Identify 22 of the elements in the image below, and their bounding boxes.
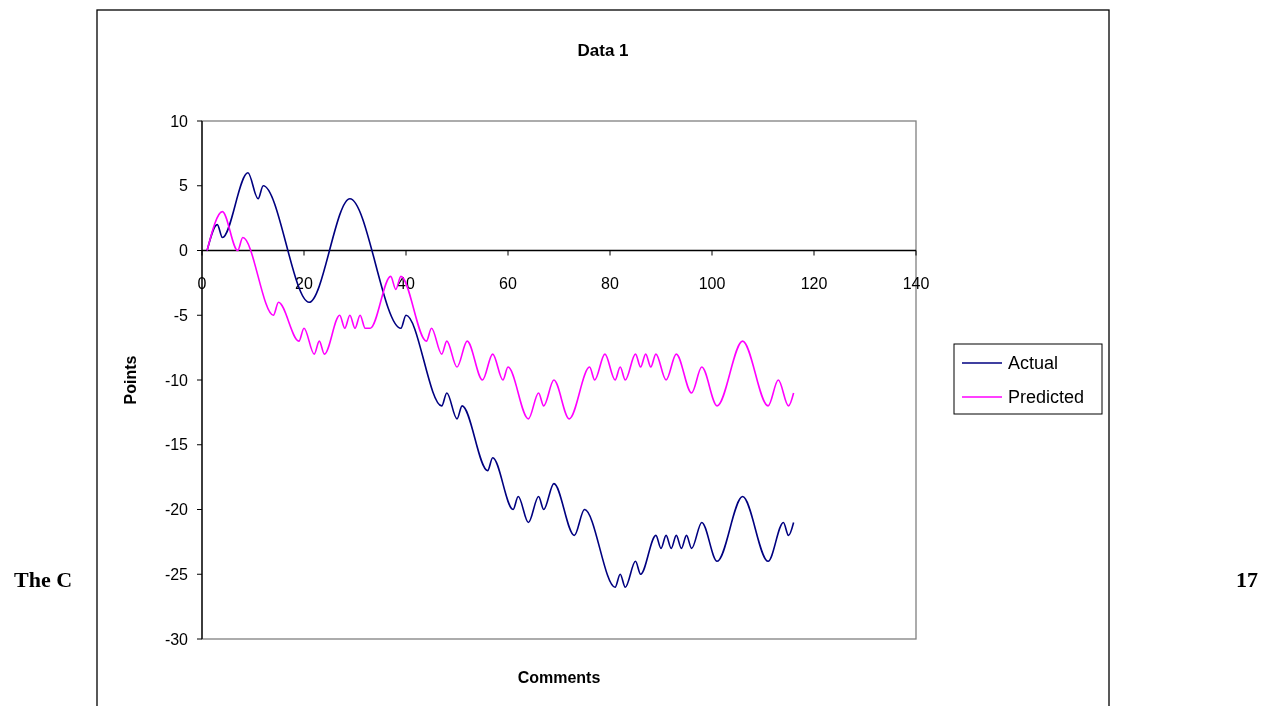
y-tick-label: -5 [173,306,189,324]
y-axis-title: Points [122,355,139,405]
text: The C [14,567,73,592]
chart-title: Data 1 [577,41,629,60]
y-tick-label: -20 [164,501,189,519]
y-tick-label: -30 [164,630,189,648]
x-tick-label: 80 [601,274,619,292]
y-tick-label: -10 [164,371,189,389]
text: 17 [1236,567,1258,592]
y-tick-label: 0 [179,242,189,260]
x-tick-label: 60 [499,274,517,292]
x-tick-label: 120 [800,274,828,292]
line-series [206,210,795,420]
y-tick-label: 10 [170,112,189,130]
x-tick-label: 100 [698,274,726,292]
y-tick-label: -15 [164,436,189,454]
y-tick-label: 5 [179,177,189,195]
x-tick-label: 140 [902,274,930,292]
legend-label: Actual [1008,353,1059,374]
y-tick-label: -25 [164,565,189,583]
x-axis-title: Comments [517,669,601,686]
legend-label: Predicted [1008,387,1085,408]
